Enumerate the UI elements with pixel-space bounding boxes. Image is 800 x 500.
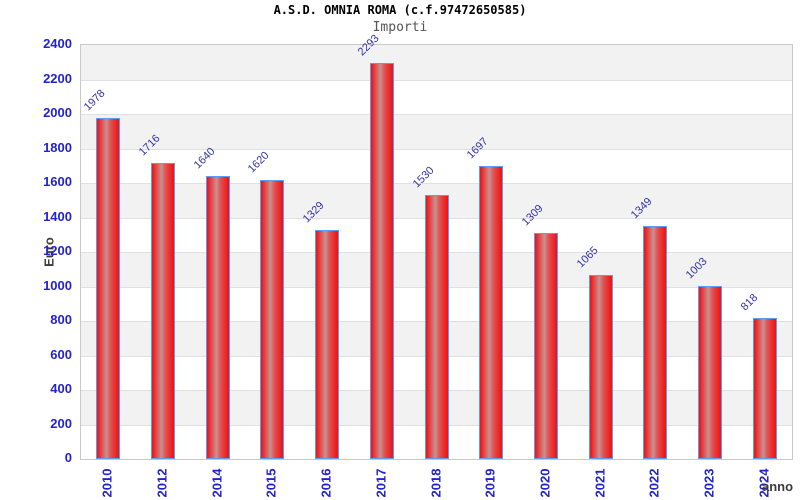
plot-area: 1978 1716 1640 1620 1329 2293 1530 1697 1309 1065…	[80, 33, 793, 460]
plot-band	[81, 45, 792, 80]
bar-2019	[479, 166, 504, 459]
bar-2022	[643, 226, 668, 459]
gridline	[81, 114, 792, 115]
bar-2024	[752, 317, 777, 459]
y-tick-label: 1200	[43, 243, 72, 258]
gridline	[81, 148, 792, 150]
bar-2016	[315, 229, 340, 459]
x-tick-label: 2014	[209, 468, 225, 498]
y-tick-label: 1600	[43, 174, 72, 189]
gridline	[81, 79, 792, 81]
bar-2014	[205, 176, 230, 459]
plot-band	[81, 148, 792, 183]
y-tick-label: 1400	[43, 208, 72, 224]
y-tick-label: 400	[50, 381, 72, 396]
x-tick-label: 2019	[482, 468, 498, 498]
y-tick-label: 0	[64, 450, 72, 465]
x-axis-label: anno	[762, 479, 794, 494]
chart-subtitle: Importi	[372, 20, 428, 35]
gridline	[81, 183, 792, 184]
y-tick-label: 800	[50, 312, 72, 327]
x-tick-label: 2021	[592, 468, 608, 498]
bar-2020	[533, 233, 558, 459]
y-tick-label: 2000	[43, 105, 72, 120]
y-tick-label: 1800	[43, 139, 72, 155]
x-tick-label: 2020	[537, 468, 553, 498]
plot-band	[81, 114, 792, 149]
y-tick-label: 2200	[43, 70, 72, 86]
y-tick-label: 200	[50, 415, 72, 431]
x-tick-label: 2010	[99, 468, 115, 498]
bar-2017	[369, 63, 394, 459]
x-tick-label: 2015	[263, 468, 279, 498]
y-tick-label: 2400	[43, 36, 72, 51]
chart-title: A.S.D. OMNIA ROMA (c.f.97472650585)	[273, 3, 527, 17]
x-tick-label: 2023	[701, 468, 717, 498]
x-tick-label: 2016	[318, 468, 334, 498]
plot-band	[81, 79, 792, 114]
bar-2010	[96, 117, 121, 459]
bar-2021	[588, 275, 613, 459]
x-tick-label: 2018	[428, 468, 443, 498]
bar-2023	[697, 285, 722, 459]
bar-2018	[424, 195, 449, 459]
y-tick-label: 600	[50, 346, 72, 362]
x-tick-label: 2017	[373, 468, 389, 498]
x-tick-label: 2012	[154, 468, 170, 498]
y-tick-label: 1000	[43, 277, 72, 293]
x-tick-label: 2022	[646, 468, 662, 498]
bar-2015	[260, 179, 285, 459]
bar-2012	[151, 163, 176, 459]
